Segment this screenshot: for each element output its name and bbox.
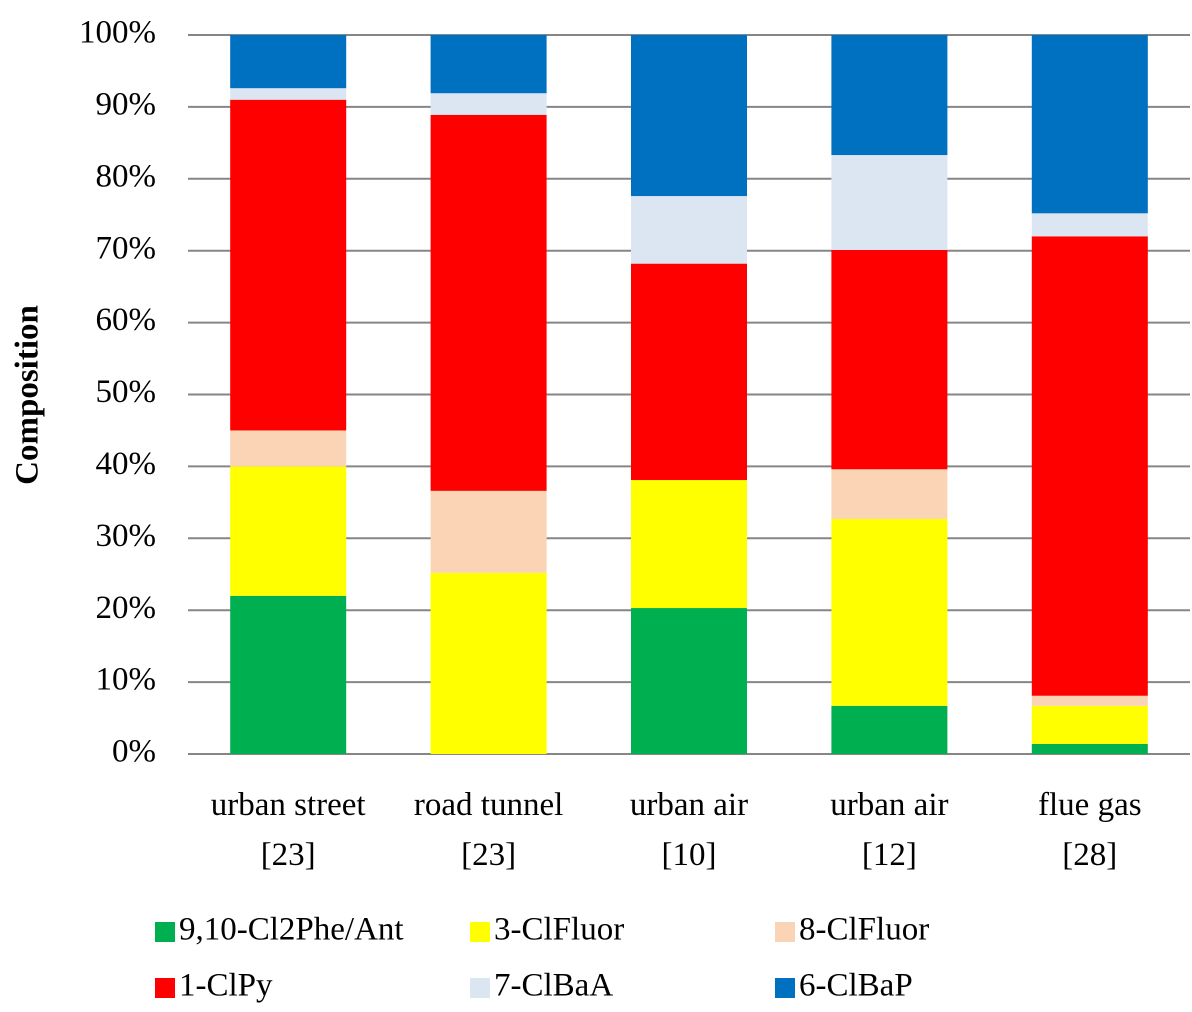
y-tick-label: 90% — [96, 86, 157, 122]
bar-segment — [1031, 236, 1148, 696]
bar-segment — [831, 35, 948, 156]
bar-segment — [631, 480, 747, 609]
bar-segment — [831, 469, 948, 519]
legend-swatch — [775, 922, 795, 942]
y-tick-label: 80% — [96, 158, 157, 194]
bar-segment — [430, 114, 547, 491]
bar-segment — [1031, 743, 1148, 754]
bar-segment — [1031, 695, 1148, 706]
y-tick-label: 60% — [96, 302, 157, 338]
bar-segment — [631, 35, 747, 197]
bar-segment — [430, 572, 547, 754]
bar-segment — [430, 490, 547, 573]
y-tick-label: 100% — [79, 15, 156, 51]
bar-segment — [831, 518, 948, 706]
x-tick-label: flue gas [28] — [1038, 787, 1142, 873]
bar-segment — [430, 35, 547, 94]
legend-label: 6-ClBaP — [799, 968, 913, 1004]
legend-label: 3-ClFluor — [494, 912, 624, 948]
bar-segment — [1031, 705, 1148, 744]
y-axis-label: Composition — [10, 305, 46, 485]
y-tick-label: 10% — [96, 662, 157, 698]
legend-swatch — [155, 978, 175, 998]
bar-segment — [1031, 213, 1148, 237]
bar-segment — [631, 196, 747, 264]
y-tick-label: 30% — [96, 518, 157, 554]
legend-swatch — [155, 922, 175, 942]
bar-segment — [230, 88, 347, 100]
y-tick-label: 20% — [96, 590, 157, 626]
bar-segment — [230, 466, 347, 596]
legend-swatch — [470, 922, 490, 942]
bar-segment — [430, 93, 547, 115]
bar-segment — [230, 99, 347, 431]
bar-segment — [1031, 35, 1148, 214]
legend-label: 1-ClPy — [179, 968, 273, 1004]
legend-swatch — [775, 978, 795, 998]
y-tick-label: 0% — [112, 734, 156, 770]
legend-label: 8-ClFluor — [799, 912, 929, 948]
x-tick-label: urban air [12] — [830, 787, 949, 873]
y-tick-label: 40% — [96, 446, 157, 482]
legend-swatch — [470, 978, 490, 998]
bar-segment — [230, 430, 347, 467]
x-tick-label: road tunnel [23] — [413, 787, 564, 873]
x-tick-label: urban air [10] — [629, 787, 749, 873]
y-tick-label: 50% — [96, 374, 157, 410]
x-tick-label: urban street [23] — [210, 787, 366, 873]
bar-segment — [631, 263, 747, 481]
bar-segment — [831, 249, 948, 470]
legend-label: 9,10-Cl2Phe/Ant — [179, 912, 404, 948]
y-tick-label: 70% — [96, 230, 157, 266]
legend-label: 7-ClBaA — [494, 968, 613, 1004]
bar-segment — [230, 595, 347, 754]
bar-segment — [831, 705, 948, 754]
bar-segment — [631, 608, 747, 754]
bar-segment — [230, 35, 347, 89]
bar-segment — [831, 155, 948, 250]
